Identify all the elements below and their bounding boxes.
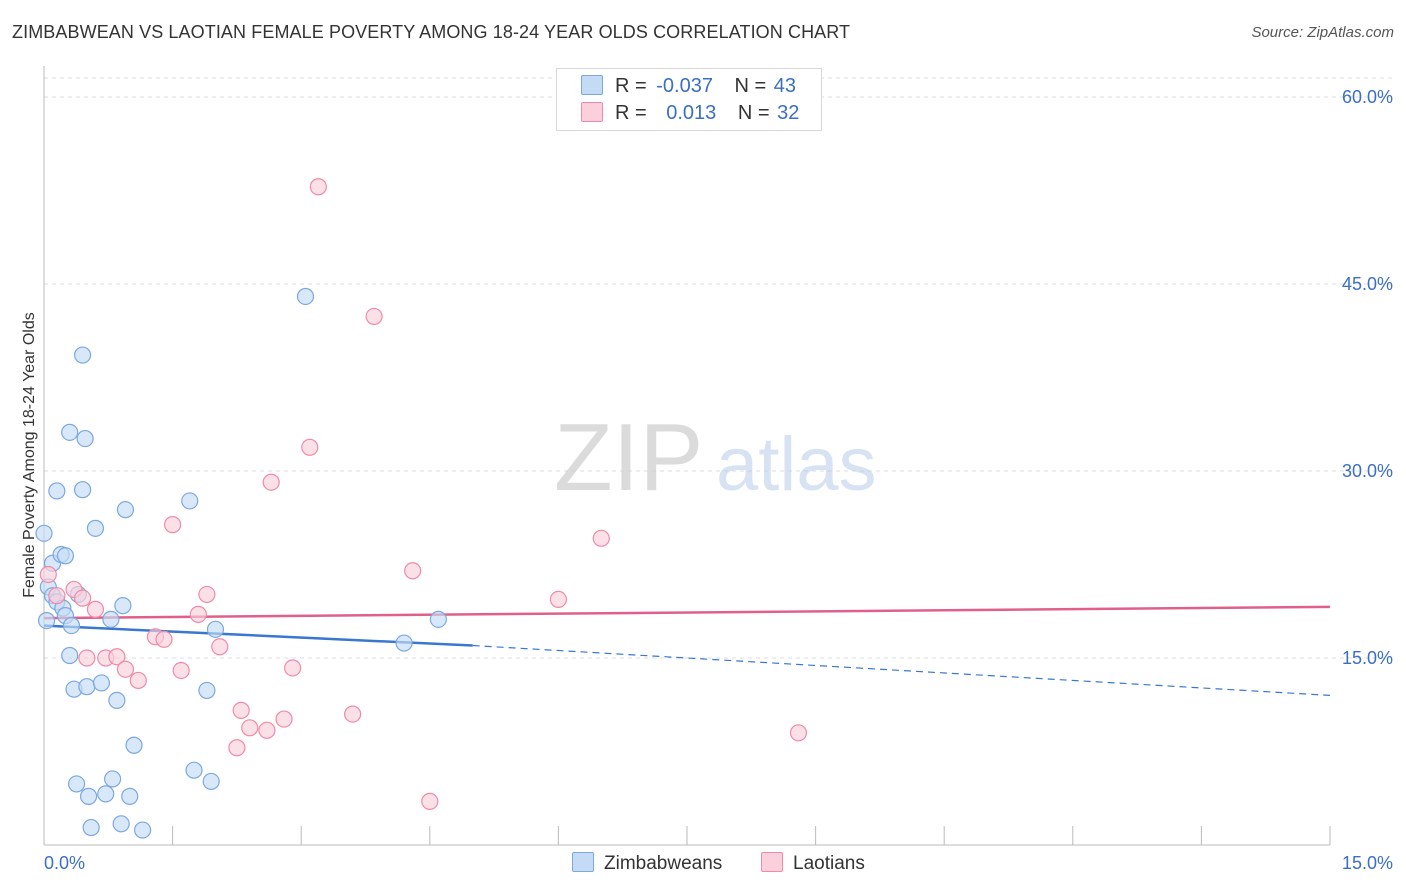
zimbabwean-point (61, 646, 79, 665)
zimbabwean-point (114, 597, 132, 615)
zimbabwean-point (78, 678, 96, 696)
zimbabwean-point (37, 611, 56, 630)
laotian-point (116, 660, 135, 678)
zimbabwean-point (121, 787, 139, 805)
laotian-point (39, 565, 57, 584)
zimbabwean-point (82, 818, 100, 837)
laotian-point (232, 701, 250, 719)
zimbabwean-point (395, 634, 413, 652)
laotian-point (73, 589, 92, 607)
zimbabwean-point (181, 492, 199, 510)
zimbabwean-point (202, 772, 220, 791)
laotian-point (275, 710, 293, 728)
laotian-point (164, 516, 182, 534)
data-points (35, 178, 808, 839)
zimbabwean-point (108, 691, 126, 709)
zimbabwean-point (92, 674, 111, 692)
zimbabwean-point (35, 524, 53, 542)
zimbabwean-point (185, 761, 203, 779)
laotian-point (309, 178, 327, 196)
zimbabwean-point (76, 429, 94, 448)
laotian-point (129, 671, 147, 690)
zimbabwean-point (296, 287, 315, 306)
zimbabwean-point (61, 423, 79, 441)
chart-title: ZIMBABWEAN VS LAOTIAN FEMALE POVERTY AMO… (12, 22, 851, 42)
y-tick-label: 15.0% (1342, 648, 1393, 668)
zimbabwean-point (102, 610, 120, 628)
watermark-zip: ZIP (554, 404, 703, 511)
laotian-point (211, 638, 229, 656)
source-label: Source: ZipAtlas.com (1251, 24, 1394, 41)
zimbabwean-point (429, 610, 447, 628)
zimbabwean-point (73, 346, 92, 364)
laotian-point (241, 719, 259, 737)
y-tick-label: 30.0% (1342, 461, 1393, 481)
zimbabwean-point (125, 736, 143, 754)
trend-lines (43, 605, 1331, 696)
laotian-point (172, 661, 190, 680)
legend-swatch-pink (581, 102, 603, 122)
zimbabwean-point (103, 770, 122, 788)
watermark: ZIP atlas (554, 404, 877, 511)
tick-labels: 15.0% 30.0% 45.0% 60.0% 0.0% 15.0% (44, 87, 1393, 873)
laotian-point (421, 792, 439, 810)
laotian-point (198, 585, 216, 604)
laotian-point (108, 648, 126, 666)
legend-swatch-pink (761, 852, 783, 872)
laotian-point (301, 438, 319, 456)
zimbabwean-point (198, 681, 216, 700)
zimbabwean-point (97, 785, 115, 803)
watermark-atlas: atlas (716, 422, 877, 507)
laotian-point (86, 600, 105, 618)
zimbabwean-point (73, 481, 92, 499)
laotian-point (262, 473, 280, 491)
laotian-point (189, 605, 207, 623)
laotian-point (404, 562, 422, 580)
legend-item-laotians: Laotians (761, 852, 865, 875)
zimbabwean-point (79, 787, 98, 805)
laotian-point (549, 590, 568, 609)
laotian-point (155, 630, 173, 648)
laotian-point (78, 649, 96, 667)
trend-line-laotians (43, 605, 1331, 620)
x-tick-label: 0.0% (44, 853, 85, 873)
legend-row-zimbabweans: R = -0.037 N = 43 (581, 75, 796, 98)
legend-row-laotians: R = 0.013 N = 32 (581, 102, 799, 125)
laotian-point (228, 739, 246, 757)
legend-swatch-blue (581, 75, 603, 95)
laotian-point (258, 721, 276, 739)
zimbabwean-point (62, 616, 81, 635)
laotian-point (48, 587, 66, 605)
y-tick-label: 60.0% (1342, 87, 1393, 107)
series-legend: Zimbabweans Laotians (0, 852, 1406, 878)
zimbabwean-point (112, 815, 130, 833)
laotian-point (344, 705, 362, 723)
y-tick-label: 45.0% (1342, 274, 1393, 294)
zimbabwean-point (206, 620, 225, 638)
correlation-legend: R = -0.037 N = 43 R = 0.013 N = 32 (556, 68, 822, 131)
zimbabwean-point (86, 519, 105, 537)
zimbabwean-point (133, 821, 152, 839)
laotian-point (284, 659, 302, 677)
axes (43, 66, 1331, 846)
zimbabwean-point (48, 482, 66, 500)
zimbabwean-point (67, 775, 86, 793)
laotian-point (365, 307, 383, 326)
laotian-point (592, 529, 610, 547)
legend-swatch-blue (572, 852, 594, 872)
gridlines (44, 77, 1392, 659)
laotian-point (789, 724, 808, 742)
zimbabwean-point (56, 547, 75, 565)
trend-line-extension (472, 644, 1331, 696)
x-tick-label: 15.0% (1342, 853, 1393, 873)
zimbabwean-point (116, 501, 135, 519)
legend-item-zimbabweans: Zimbabweans (572, 852, 722, 875)
